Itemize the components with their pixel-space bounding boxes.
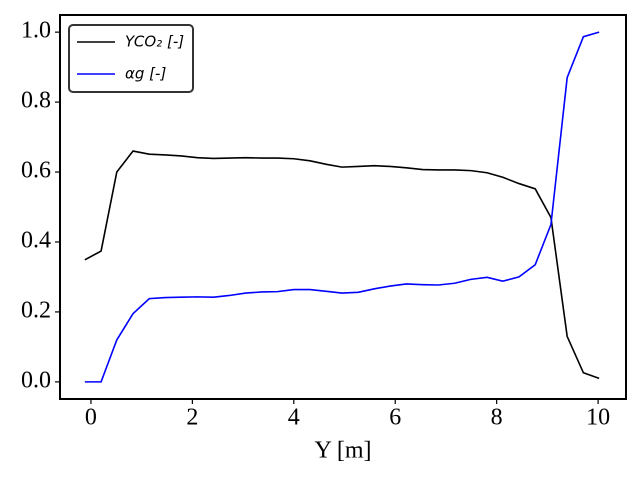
y-tick-label: 0.4: [21, 227, 51, 253]
y-tick-label: 0.2: [21, 297, 51, 323]
y-tick-label: 0.0: [21, 367, 51, 393]
y-tick-label: 1.0: [21, 18, 51, 44]
x-tick-label: 6: [389, 405, 401, 431]
y-tick-label: 0.6: [21, 158, 51, 184]
legend-label: YCO₂ [-]: [125, 33, 184, 51]
x-tick-label: 2: [186, 405, 198, 431]
plot-frame: [59, 14, 627, 400]
x-axis-label: Y [m]: [314, 438, 371, 464]
x-tick-label: 0: [85, 405, 97, 431]
series-line: [84, 31, 600, 383]
y-tick-label: 0.8: [21, 88, 51, 114]
legend-label: αg [-]: [125, 65, 166, 83]
x-tick-label: 4: [288, 405, 300, 431]
series-line: [84, 150, 600, 380]
x-tick-label: 10: [586, 405, 610, 431]
x-tick-label: 8: [491, 405, 503, 431]
